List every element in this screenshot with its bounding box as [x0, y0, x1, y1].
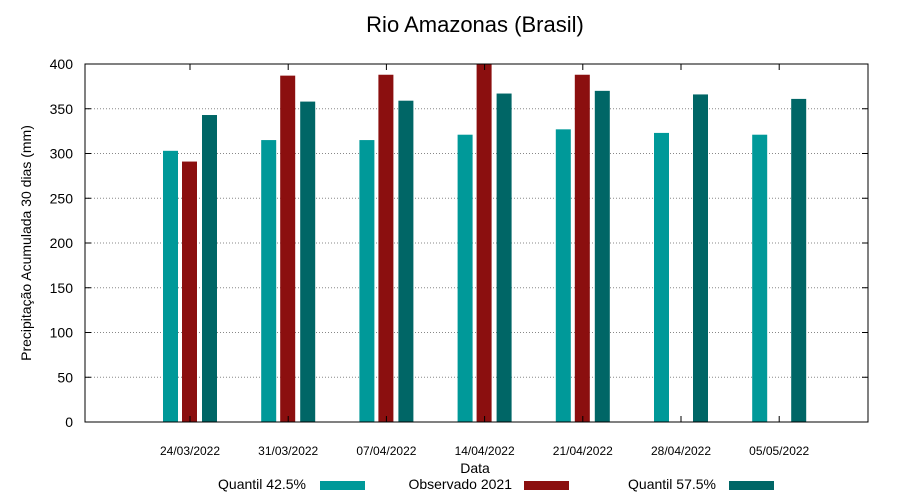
- bar-3: [594, 90, 610, 422]
- bar-2: [182, 161, 197, 422]
- legend-swatch: [320, 481, 365, 490]
- bar-2: [476, 64, 492, 422]
- bar-1: [359, 140, 375, 422]
- bar-3: [496, 93, 512, 422]
- x-tick-label: 28/04/2022: [651, 444, 711, 458]
- x-tick-label: 31/03/2022: [258, 444, 318, 458]
- y-tick-label: 300: [50, 146, 74, 162]
- bar-3: [300, 101, 316, 422]
- bars: [163, 64, 807, 423]
- bar-2: [280, 75, 296, 422]
- legend-label: Quantil 42.5%: [218, 476, 306, 492]
- y-tick-label: 200: [50, 235, 74, 251]
- x-tick-label: 05/05/2022: [749, 444, 809, 458]
- legend-label: Quantil 57.5%: [628, 476, 716, 492]
- y-tick-label: 100: [50, 325, 74, 341]
- legend-swatch: [524, 481, 569, 490]
- x-tick-label: 07/04/2022: [356, 444, 416, 458]
- x-tick-label: 21/04/2022: [553, 444, 613, 458]
- y-axis-label: Precipitação Acumulada 30 dias (mm): [18, 125, 34, 361]
- y-tick-label: 400: [50, 56, 74, 72]
- bar-1: [457, 134, 473, 422]
- x-tick-label: 24/03/2022: [160, 444, 220, 458]
- bar-3: [791, 98, 807, 422]
- x-tick-label: 14/04/2022: [455, 444, 515, 458]
- legend: Quantil 42.5% Observado 2021 Quantil 57.5%: [218, 476, 774, 492]
- y-tick-label: 0: [65, 414, 73, 430]
- y-tick-label: 250: [50, 190, 74, 206]
- bar-1: [261, 140, 277, 422]
- bar-1: [752, 134, 768, 422]
- y-tick-label: 50: [57, 369, 73, 385]
- bar-1: [555, 129, 571, 422]
- x-axis-label: Data: [460, 460, 490, 476]
- bar-2: [378, 74, 394, 423]
- legend-swatch: [729, 481, 774, 490]
- legend-label: Observado 2021: [408, 476, 512, 492]
- bar-2: [574, 74, 590, 423]
- bar-1: [654, 132, 669, 423]
- bar-3: [202, 115, 217, 422]
- x-axis-ticks: 24/03/2022 31/03/2022 07/04/2022 14/04/2022…: [160, 64, 810, 458]
- bar-1: [163, 150, 178, 422]
- chart-title: Rio Amazonas (Brasil): [366, 12, 584, 37]
- bar-3: [693, 94, 708, 423]
- y-tick-label: 150: [50, 280, 74, 296]
- y-tick-label: 350: [50, 101, 74, 117]
- bar-3: [398, 100, 414, 422]
- y-axis-ticks: 0 50 100 150 200 250 300 350 400: [50, 56, 868, 430]
